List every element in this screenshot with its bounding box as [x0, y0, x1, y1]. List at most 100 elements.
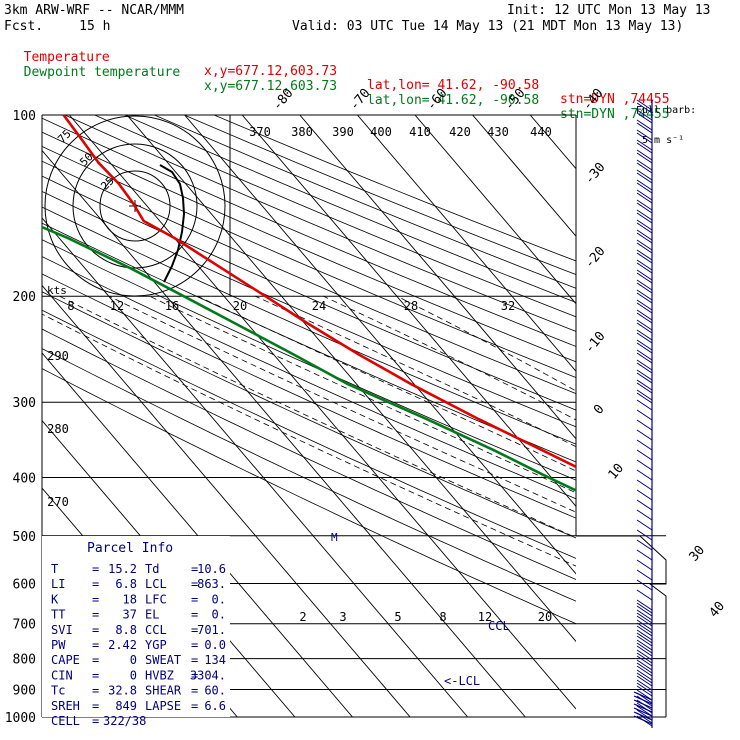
parcel-equals: = [191, 699, 198, 713]
pressure-tick-label: 600 [13, 577, 36, 592]
wind-barb [633, 707, 653, 717]
wind-barb [636, 132, 653, 144]
parcel-label: PW [51, 638, 66, 652]
pressure-tick-label: 900 [13, 683, 36, 698]
header-fcst: Fcst. 15 h [4, 20, 110, 34]
dewpoint-line [42, 225, 576, 492]
wind-barb [636, 219, 653, 231]
mixing-ratio-line [728, 583, 740, 717]
wind-barb [636, 672, 653, 684]
parcel-value: 15.2 [108, 562, 137, 576]
isotherm-label: 40 [707, 599, 729, 621]
parcel-label: TT [51, 608, 65, 622]
parcel-label: Td [145, 562, 159, 576]
parcel-label: LCL [145, 577, 167, 591]
speed-tick-label: 12 [110, 299, 124, 313]
isotherm-label: 30 [687, 543, 709, 565]
parcel-label: CELL [51, 714, 80, 728]
wind-barb [636, 342, 653, 354]
pressure-tick-label: 800 [13, 653, 36, 668]
isotherm-line [69, 115, 576, 710]
dry-adiabat-line [184, 115, 576, 275]
parcel-label: Tc [51, 684, 65, 698]
wind-barb [636, 99, 653, 111]
isotherm-label: -80 [270, 86, 297, 114]
parcel-label: CCL [145, 623, 167, 637]
wind-barb [636, 239, 653, 251]
parcel-label: SREH [51, 699, 80, 713]
theta-label: 380 [291, 125, 313, 139]
wind-barb [636, 282, 653, 294]
wind-barb [636, 602, 653, 614]
parcel-equals: = [92, 592, 99, 606]
isotherm-line [472, 115, 576, 237]
parcel-value: 134 [204, 653, 226, 667]
wind-barb [636, 509, 653, 521]
wind-barb [636, 622, 653, 634]
isotherm-line [42, 284, 411, 717]
wind-barb [636, 349, 653, 361]
wind-barb [636, 262, 653, 274]
wind-barb [636, 319, 653, 331]
theta-label: 440 [530, 125, 552, 139]
parcel-info-box [42, 536, 230, 717]
parcel-value: 2.42 [108, 638, 137, 652]
pressure-tick-label: 400 [13, 471, 36, 486]
speed-tick-label: 24 [312, 299, 326, 313]
dry-adiabat-line [42, 328, 576, 580]
wind-barb [636, 302, 653, 314]
parcel-label: LFC [145, 592, 167, 606]
dry-adiabat-line [42, 175, 576, 411]
wind-barb [636, 469, 653, 481]
dry-adiabat-line [42, 273, 576, 519]
wind-barb [636, 429, 653, 441]
parcel-label: YGP [145, 638, 167, 652]
wind-barb [636, 569, 653, 581]
legend-temperature-name: Temperature [23, 50, 110, 65]
parcel-label: SWEAT [145, 653, 181, 667]
wind-barb [636, 579, 653, 591]
header-fcst-label: Fcst. [4, 19, 44, 34]
isotherm-line [42, 149, 526, 717]
legend-temperature-xy: x,y=677.12,603.73 [204, 64, 338, 79]
isotherm-label: -10 [582, 329, 609, 357]
isotherm-label: -40 [580, 86, 607, 114]
wind-barb [636, 682, 653, 694]
wind-barb [636, 679, 653, 691]
wind-barb [636, 172, 653, 184]
wind-barb [636, 369, 653, 381]
wind-barb [633, 691, 653, 701]
mixing-ratio-label: 20 [538, 610, 552, 624]
isotherm-label: -50 [502, 86, 529, 114]
parcel-value: 0 [130, 668, 137, 682]
dry-adiabat-line [42, 291, 576, 539]
parcel-equals: = [191, 623, 198, 637]
dry-adiabat-line [42, 309, 576, 559]
header-valid: Valid: 03 UTC Tue 14 May 13 (21 MDT Mon … [292, 19, 684, 34]
isotherm-line [414, 115, 576, 305]
wind-barb [636, 362, 653, 374]
parcel-value: 3304. [190, 668, 226, 682]
dry-adiabat-line [42, 348, 576, 602]
wind-barb [636, 399, 653, 411]
mixing-ratio-label: 2 [299, 610, 306, 624]
pressure-tick-label: 200 [13, 290, 36, 305]
isotherm-line [588, 115, 740, 717]
theta-label: 270 [47, 495, 69, 509]
wind-barb [636, 539, 653, 551]
wind-barb [636, 209, 653, 221]
parcel-equals: = [191, 684, 198, 698]
isotherm-line [645, 115, 740, 717]
wind-barb [636, 149, 653, 161]
wind-barb [636, 212, 653, 224]
speed-tick-label: 28 [404, 299, 418, 313]
isotherm-label: 0 [591, 402, 608, 418]
wind-barb [636, 272, 653, 284]
isotherm-label: -60 [424, 86, 451, 114]
wind-barb [636, 322, 653, 334]
hodograph-ring [44, 115, 226, 297]
theta-label: 280 [47, 422, 69, 436]
parcel-label: LI [51, 577, 65, 591]
wind-barb [636, 549, 653, 561]
